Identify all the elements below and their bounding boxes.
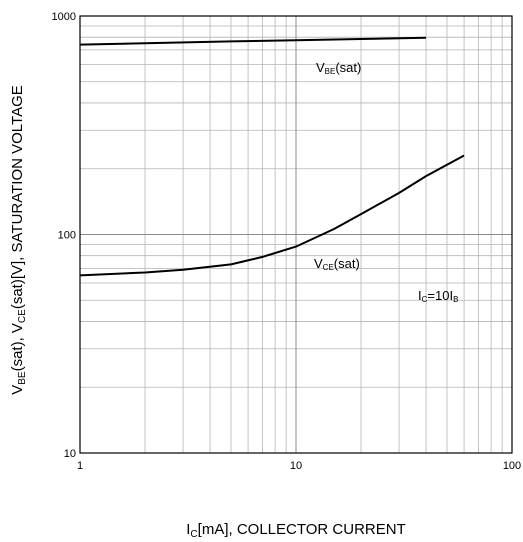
x-tick-label: 100 <box>503 460 521 472</box>
condition-annotation: IC=10IB <box>418 288 458 304</box>
plot-frame <box>79 15 513 454</box>
series-line-vbe-sat <box>79 36 427 46</box>
x-tick-label: 1 <box>77 460 83 472</box>
series-lines <box>79 36 465 277</box>
series-labels: VBE(sat) VCE(sat) <box>314 60 361 272</box>
grid <box>79 15 513 454</box>
series-label-vce-sat: VCE(sat) <box>314 256 360 272</box>
series-label-vbe-sat: VBE(sat) <box>316 60 361 76</box>
y-tick-label: 100 <box>58 230 76 242</box>
x-axis-label: IC[mA], COLLECTOR CURRENT <box>186 521 406 540</box>
y-tick-label: 10 <box>64 448 76 460</box>
y-axis-label: VBE(sat), VCE(sat)[V], SATURATION VOLTAG… <box>9 85 28 395</box>
series-line-vce-sat <box>79 154 465 277</box>
y-tick-label: 1000 <box>52 11 76 23</box>
x-tick-label: 10 <box>290 460 302 472</box>
